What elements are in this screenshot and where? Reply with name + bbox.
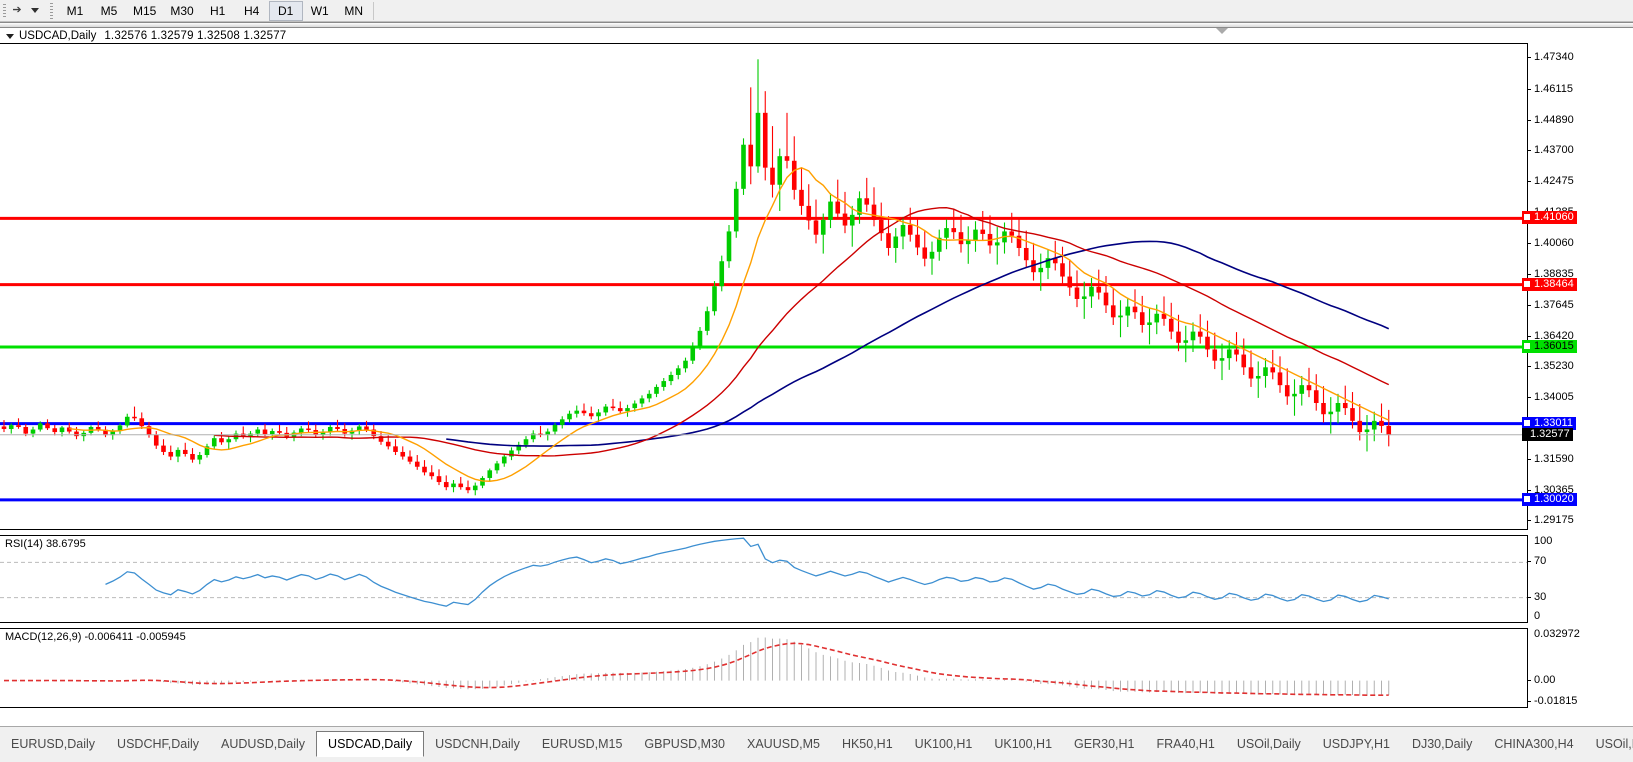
macd-pane[interactable]: MACD(12,26,9) -0.006411 -0.005945	[0, 628, 1527, 708]
ohlc-values: 1.32576 1.32579 1.32508 1.32577	[104, 30, 287, 42]
price-axis-tick-label: 1.34005	[1534, 391, 1574, 404]
price-level-value: 1.36015	[1534, 340, 1574, 352]
price-axis-tick-label: 1.44890	[1534, 113, 1574, 126]
macd-label: MACD(12,26,9) -0.006411 -0.005945	[4, 631, 187, 643]
tab-uk100-h1[interactable]: UK100,H1	[994, 737, 1053, 751]
tab-china300-h4[interactable]: CHINA300,H4	[1494, 737, 1574, 751]
timeframe-buttons: M1 M5 M15 M30 H1 H4 D1 W1 MN	[58, 0, 371, 21]
timeframe-button-m30[interactable]: M30	[170, 3, 194, 18]
level-drag-handle[interactable]	[1524, 280, 1530, 287]
price-level-badge-pivot[interactable]: 1.36015	[1522, 340, 1577, 353]
tab-hk50-h1[interactable]: HK50,H1	[841, 737, 893, 751]
price-level-value: 1.38464	[1534, 277, 1574, 290]
tab-usoil-daily[interactable]: USOil,Daily	[1236, 737, 1301, 751]
price-axis-tick-label: 1.43700	[1534, 144, 1574, 157]
macd-axis-tick-label: 0.00	[1534, 673, 1556, 686]
tab-usoil-d[interactable]: USOil,D	[1595, 737, 1633, 751]
rsi-axis[interactable]: 100 70 30 0	[1527, 535, 1633, 623]
symbol-info-bar: USDCAD,Daily 1.32576 1.32579 1.32508 1.3…	[2, 29, 286, 43]
timeframe-button-h1[interactable]: H1	[210, 3, 226, 18]
price-level-value: 1.33011	[1534, 416, 1573, 429]
chart-tab-bar: EURUSD,Daily USDCHF,Daily AUDUSD,Daily USDC…	[0, 726, 1633, 762]
macd-axis-tick-label: 0.032972	[1534, 628, 1580, 640]
price-axis-tick-label: 1.31590	[1534, 452, 1574, 465]
toolbar-divider	[372, 1, 374, 20]
timeframe-button-m15[interactable]: M15	[133, 3, 157, 18]
chart-scroll-caret-icon[interactable]	[1216, 28, 1228, 34]
symbol-label: USDCAD,Daily	[19, 30, 97, 42]
tab-usdjpy-h1[interactable]: USDJPY,H1	[1322, 737, 1390, 751]
price-pane[interactable]	[0, 43, 1527, 530]
tab-audusd-daily[interactable]: AUDUSD,Daily	[221, 737, 306, 751]
rsi-axis-tick-label: 70	[1534, 555, 1547, 568]
price-level-value: 1.41060	[1534, 211, 1574, 224]
price-axis-tick-label: 1.42475	[1534, 175, 1574, 188]
tab-usdcad-daily[interactable]: USDCAD,Daily	[316, 731, 425, 757]
last-price-badge: 1.32577	[1522, 427, 1573, 441]
timeframe-toolbar: ➔ M1 M5 M15 M30 H1 H4 D1 W1 MN	[0, 0, 1633, 22]
price-axis-tick-label: 1.35230	[1534, 360, 1574, 373]
timeframe-button-m1[interactable]: M1	[66, 3, 84, 18]
price-level-badge-resistance-1[interactable]: 1.41060	[1522, 211, 1577, 225]
chevron-down-icon[interactable]	[26, 2, 44, 20]
last-price-value: 1.32577	[1530, 427, 1570, 440]
price-level-value: 1.30020	[1534, 492, 1574, 505]
tab-xauusd-m5[interactable]: XAUUSD,M5	[747, 737, 820, 751]
price-axis-tick-label: 1.37645	[1534, 298, 1574, 311]
price-level-badge-support-1[interactable]: 1.33011	[1522, 416, 1576, 430]
price-axis-tick-label: 1.29175	[1534, 514, 1574, 527]
rsi-axis-tick-label: 0	[1534, 610, 1541, 622]
tab-fra40-h1[interactable]: FRA40,H1	[1156, 737, 1215, 751]
tab-eurusd-daily[interactable]: EURUSD,Daily	[11, 737, 96, 751]
chart-scroll-strip[interactable]	[0, 23, 1633, 28]
price-axis[interactable]: 1.473401.461151.448901.437001.424751.412…	[1522, 43, 1633, 530]
rsi-axis-tick-label: 30	[1534, 590, 1547, 603]
rsi-axis-tick-label: 100	[1534, 535, 1553, 547]
price-axis-tick-label: 1.38835	[1534, 268, 1574, 281]
triangle-down-icon[interactable]	[6, 33, 14, 39]
price-axis-tick-label: 1.40060	[1534, 236, 1574, 249]
tab-usdchf-daily[interactable]: USDCHF,Daily	[117, 737, 199, 751]
level-drag-handle[interactable]	[1524, 343, 1530, 349]
price-axis-tick-label: 1.46115	[1534, 82, 1573, 95]
timeframe-button-mn[interactable]: MN	[344, 3, 364, 18]
level-drag-handle[interactable]	[1524, 419, 1530, 426]
timeframe-button-h4[interactable]: H4	[244, 3, 260, 18]
rsi-label: RSI(14) 38.6795	[4, 538, 87, 550]
tab-gbpusd-m30[interactable]: GBPUSD,M30	[644, 737, 725, 751]
price-axis-tick-label: 1.30365	[1534, 484, 1574, 497]
chart-frame: USDCAD,Daily 1.32576 1.32579 1.32508 1.3…	[0, 22, 1633, 748]
timeframe-button-m5[interactable]: M5	[100, 3, 118, 18]
macd-axis[interactable]: 0.032972 0.00 -0.01815	[1527, 628, 1633, 708]
price-axis-tick-label: 1.36420	[1534, 329, 1574, 342]
price-axis-tick-label: 1.47340	[1534, 51, 1574, 64]
price-level-badge-support-2[interactable]: 1.30020	[1522, 492, 1577, 506]
tab-dj30-daily[interactable]: DJ30,Daily	[1411, 737, 1473, 751]
tab-ger30-h1[interactable]: GER30,H1	[1074, 737, 1135, 751]
cursor-arrow-icon[interactable]: ➔	[12, 4, 22, 16]
rsi-pane[interactable]: RSI(14) 38.6795	[0, 535, 1527, 623]
toolbar-separator	[47, 1, 55, 20]
macd-axis-tick-label: -0.01815	[1534, 695, 1578, 707]
price-level-badge-resistance-2[interactable]: 1.38464	[1522, 277, 1577, 291]
toolbar-drag-handle[interactable]	[1, 2, 8, 19]
level-drag-handle[interactable]	[1524, 214, 1530, 221]
tab-eurusd-m15[interactable]: EURUSD,M15	[541, 737, 623, 751]
timeframe-button-w1[interactable]: W1	[310, 3, 329, 18]
tab-uk100-h1[interactable]: UK100,H1	[914, 737, 973, 751]
level-drag-handle[interactable]	[1524, 495, 1530, 502]
timeframe-button-d1[interactable]: D1	[268, 0, 303, 21]
tab-usdcnh-daily[interactable]: USDCNH,Daily	[435, 737, 520, 751]
